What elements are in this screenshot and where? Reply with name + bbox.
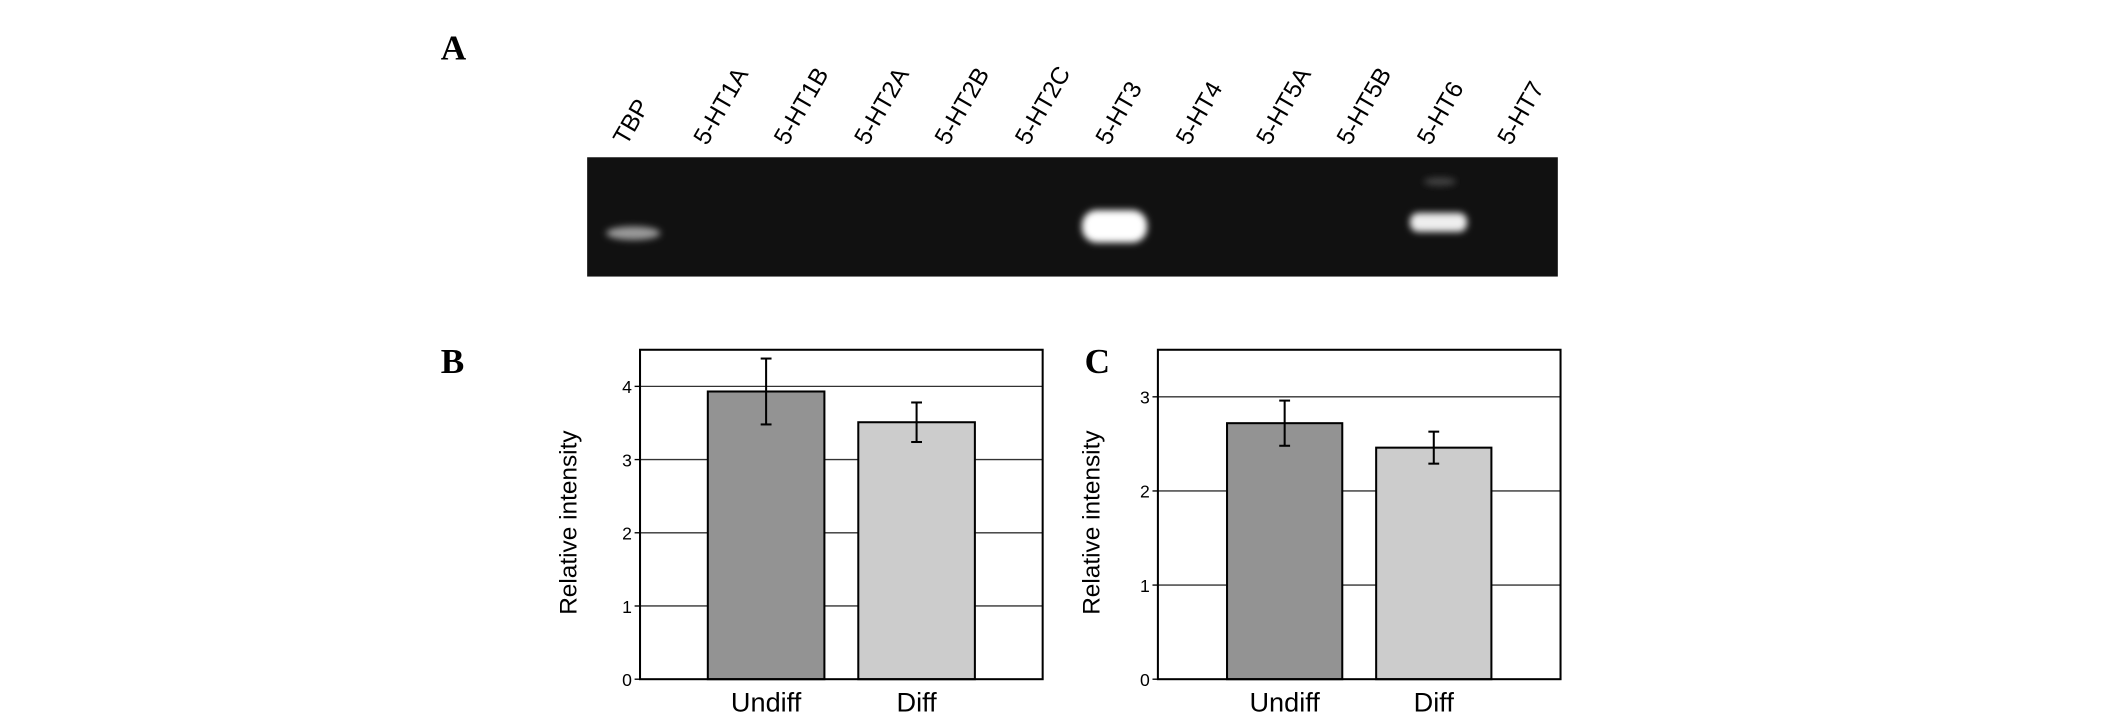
lane-label: 5-HT2C [1010,62,1076,149]
y-tick-label: 0 [622,670,632,690]
bar [1375,446,1493,681]
gel-bands [606,177,1467,243]
lane-label: 5-HT3 [1091,77,1148,149]
y-tick-label: 1 [1140,576,1150,596]
x-tick-label: Diff [1414,687,1455,718]
x-tick-label: Undiff [1249,687,1320,718]
lane-label: 5-HT5B [1332,63,1397,149]
lane-label: 5-HT2A [849,63,915,150]
y-axis-label: Relative intensity [555,430,582,615]
lane-label: 5-HT5A [1251,63,1317,150]
lane-label: 5-HT6 [1412,77,1469,149]
lane-label: 5-HT7 [1493,77,1550,149]
panel-label: A [441,29,467,68]
y-tick-label: 4 [622,377,632,397]
bar [1226,422,1344,681]
y-tick-label: 3 [1140,388,1150,408]
x-tick-label: Undiff [731,687,802,718]
x-tick-label: Diff [896,687,937,718]
plot-frame [1156,348,1562,681]
panel-label: C [1085,342,1110,381]
y-tick-label: 3 [622,450,632,470]
bar [857,421,976,681]
y-tick-label: 2 [1140,482,1150,502]
y-tick-label: 0 [1140,670,1150,690]
y-axis-label: Relative intensity [1079,430,1106,615]
lane-label: TBP [608,95,655,150]
y-tick-label: 2 [622,524,632,544]
panel-label: B [441,342,465,381]
lane-label: 5-HT4 [1171,77,1228,149]
gel [587,157,1558,277]
y-tick-label: 1 [622,597,632,617]
bar [706,390,826,681]
lane-label: 5-HT2B [930,63,995,149]
lane-label: 5-HT1B [769,63,834,149]
plot-frame [639,348,1044,681]
lane-label: 5-HT1A [689,63,755,150]
